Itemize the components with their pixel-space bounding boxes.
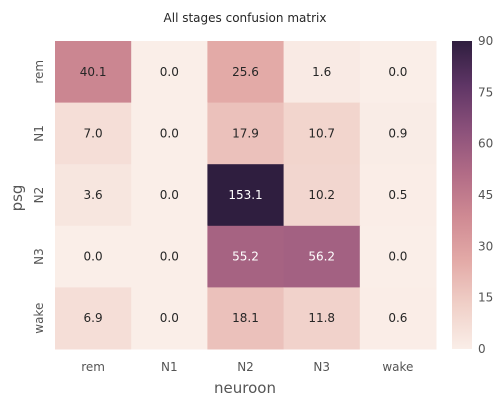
heatmap-cell-wake-N2 — [207, 287, 285, 350]
y-tick-label: N1 — [32, 125, 46, 142]
cell-value-label: 0.0 — [388, 250, 407, 264]
chart-title: All stages confusion matrix — [164, 11, 327, 25]
heatmap-cell-N1-N1 — [131, 102, 208, 165]
heatmap-cell-rem-N2 — [207, 41, 285, 104]
cell-value-label: 7.0 — [84, 126, 103, 140]
cell-value-label: 3.6 — [84, 188, 103, 202]
cell-value-label: 0.0 — [160, 188, 179, 202]
heatmap-cell-N3-wake — [359, 225, 437, 288]
y-axis-label: psg — [8, 185, 26, 212]
cell-value-label: 0.5 — [388, 188, 407, 202]
heatmap-cell-rem-N3 — [283, 41, 361, 104]
heatmap-cell-wake-N1 — [131, 287, 208, 350]
x-axis-label: neuroon — [214, 379, 276, 397]
heatmap-cell-N1-N3 — [283, 102, 361, 165]
x-tick-labels: rem N1 N2 N3 wake — [81, 360, 413, 374]
heatmap-cell-N2-rem — [55, 164, 132, 227]
cell-value-label: 0.0 — [388, 65, 407, 79]
cell-value-label: 0.0 — [160, 311, 179, 325]
heatmap-cell-wake-rem — [55, 287, 132, 350]
x-tick-label: rem — [81, 360, 105, 374]
heatmap-cell-N1-rem — [55, 102, 132, 165]
heatmap-cell-rem-wake — [359, 41, 437, 104]
heatmap-cell-rem-N1 — [131, 41, 208, 104]
cell-value-label: 6.9 — [84, 311, 103, 325]
heatmap-cell-wake-N3 — [283, 287, 361, 350]
cell-value-label: 0.0 — [84, 250, 103, 264]
colorbar-tick-label: 30 — [478, 239, 493, 253]
heatmap-cell-N1-wake — [359, 102, 437, 165]
cell-value-label: 17.9 — [232, 126, 259, 140]
cell-value-label: 1.6 — [312, 65, 331, 79]
cell-value-label: 0.0 — [160, 250, 179, 264]
cell-value-label: 55.2 — [232, 250, 259, 264]
colorbar-tick-label: 0 — [478, 342, 486, 356]
cell-value-label: 10.2 — [308, 188, 335, 202]
y-tick-label: N2 — [32, 187, 46, 204]
cell-value-label: 11.8 — [308, 311, 335, 325]
heatmap-cell-N1-N2 — [207, 102, 285, 165]
cell-value-label: 0.6 — [388, 311, 407, 325]
y-tick-labels: rem N1 N2 N3 wake — [32, 60, 46, 334]
heatmap-cell-N2-wake — [359, 164, 437, 227]
heatmap-cells — [55, 41, 437, 350]
y-tick-label: N3 — [32, 248, 46, 265]
colorbar-tick-labels: 0 15 30 45 60 75 90 — [478, 34, 493, 356]
colorbar-tick-label: 15 — [478, 291, 493, 305]
heatmap-cell-wake-wake — [359, 287, 437, 350]
colorbar-tick-label: 45 — [478, 188, 493, 202]
x-tick-label: N3 — [313, 360, 330, 374]
heatmap-cell-N3-N3 — [283, 225, 361, 288]
y-tick-label: wake — [32, 303, 46, 334]
cell-value-label: 40.1 — [80, 65, 107, 79]
x-tick-label: wake — [382, 360, 413, 374]
cell-value-label: 153.1 — [228, 188, 262, 202]
heatmap-cell-labels: 40.1 0.0 25.6 1.6 0.0 7.0 0.0 17.9 10.7 0.9 3.6 0.0… — [80, 65, 408, 325]
cell-value-label: 25.6 — [232, 65, 259, 79]
y-tick-label: rem — [32, 60, 46, 84]
colorbar-tick-label: 75 — [478, 85, 493, 99]
colorbar-tick-label: 60 — [478, 137, 493, 151]
heatmap-cell-N3-N1 — [131, 225, 208, 288]
heatmap-cell-N3-N2 — [207, 225, 285, 288]
heatmap-cell-N3-rem — [55, 225, 132, 288]
cell-value-label: 0.9 — [388, 126, 407, 140]
colorbar — [452, 41, 472, 349]
x-tick-label: N1 — [161, 360, 178, 374]
cell-value-label: 0.0 — [160, 126, 179, 140]
heatmap-cell-N2-N3 — [283, 164, 361, 227]
heatmap-cell-rem-rem — [55, 41, 132, 104]
colorbar-tick-label: 90 — [478, 34, 493, 48]
heatmap-cell-N2-N1 — [131, 164, 208, 227]
x-tick-label: N2 — [237, 360, 254, 374]
cell-value-label: 10.7 — [308, 126, 335, 140]
cell-value-label: 18.1 — [232, 311, 259, 325]
cell-value-label: 0.0 — [160, 65, 179, 79]
heatmap-cell-N2-N2 — [207, 164, 285, 227]
cell-value-label: 56.2 — [308, 250, 335, 264]
